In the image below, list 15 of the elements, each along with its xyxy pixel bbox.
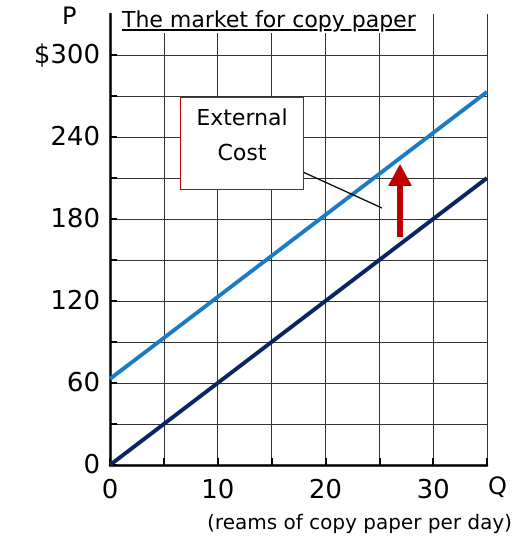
y-axis-title: P — [62, 2, 76, 30]
chart-title: The market for copy paper — [122, 8, 420, 33]
x-tick-label: 10 — [201, 475, 234, 505]
x-tick-label: 20 — [308, 475, 342, 505]
x-axis-title: Q — [488, 472, 507, 500]
x-tick-label: 0 — [102, 475, 118, 505]
y-tick-label: $300 — [34, 40, 100, 70]
y-tick-label: 60 — [66, 368, 100, 398]
y-tick-label: 240 — [50, 122, 100, 152]
y-tick-label: 120 — [50, 286, 100, 316]
text: (reams of copy paper per day) — [206, 510, 512, 534]
x-tick-label: 30 — [416, 475, 450, 505]
annotation: External Cost — [195, 105, 289, 168]
y-tick-label: 0 — [83, 450, 100, 480]
y-tick-label: 180 — [50, 204, 100, 234]
